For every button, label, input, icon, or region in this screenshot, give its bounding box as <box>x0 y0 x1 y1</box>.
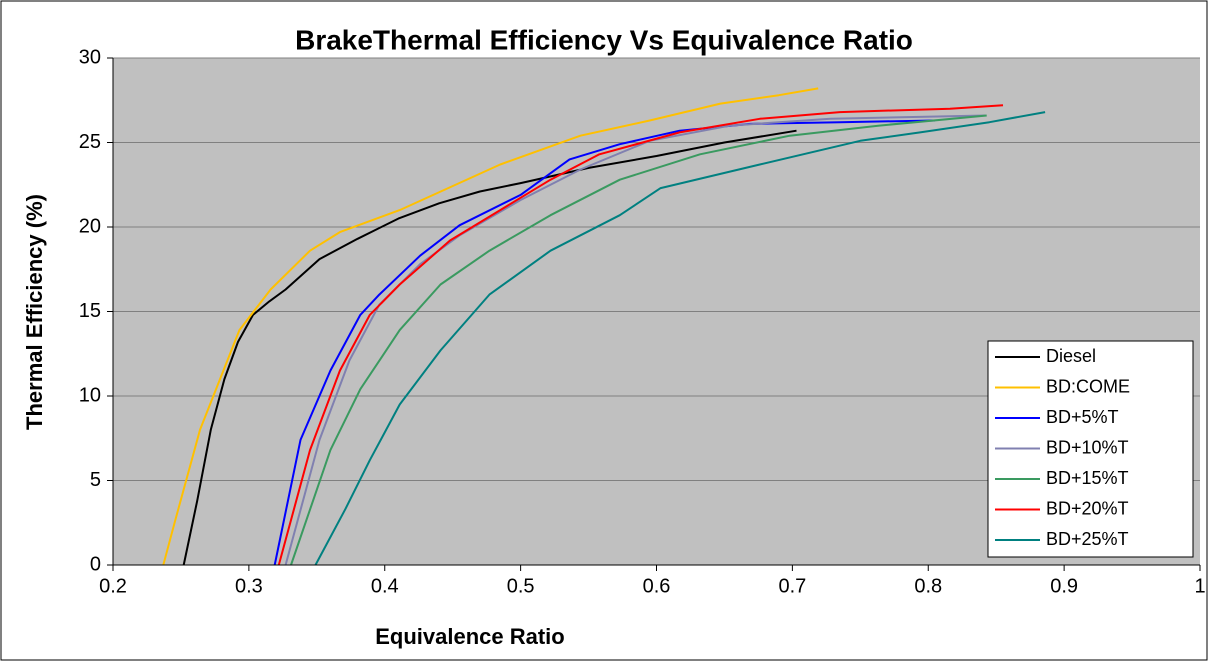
legend-label: BD+5%T <box>1046 407 1119 427</box>
y-axis-label: Thermal Efficiency (%) <box>22 194 47 430</box>
series-line <box>290 114 987 566</box>
x-tick-label: 0.8 <box>914 575 942 597</box>
x-tick-label: 0.9 <box>1050 575 1078 597</box>
x-tick-label: 0.3 <box>235 575 263 597</box>
lines <box>162 87 1046 566</box>
series-line <box>277 104 1004 566</box>
x-tick-label: 0.7 <box>778 575 806 597</box>
legend-label: BD:COME <box>1046 376 1130 396</box>
legend-label: BD+10%T <box>1046 437 1129 457</box>
y-tick-label: 20 <box>79 215 101 237</box>
x-tick-label: 0.5 <box>507 575 535 597</box>
legend-items: Diesel BD:COME BD+5%T BD+10%T BD+15%T BD+20%T… <box>995 346 1130 549</box>
y-tick-label: 25 <box>79 131 101 153</box>
y-tick-label: 15 <box>79 300 101 322</box>
legend-label: BD+25%T <box>1046 529 1129 549</box>
x-axis-label: Equivalence Ratio <box>375 624 565 649</box>
y-tick-label: 0 <box>90 553 101 575</box>
legend-label: Diesel <box>1046 346 1096 366</box>
y-tick-label: 30 <box>79 46 101 68</box>
series-line <box>182 129 797 566</box>
x-tick-label: 0.4 <box>371 575 399 597</box>
series-line <box>314 111 1046 566</box>
legend-label: BD+15%T <box>1046 468 1129 488</box>
x-tick-label: 1 <box>1194 575 1205 597</box>
x-tick-label: 0.6 <box>643 575 671 597</box>
series-line <box>162 87 819 566</box>
y-tick-label: 5 <box>90 469 101 491</box>
chart-title: BrakeThermal Efficiency Vs Equivalence R… <box>295 24 913 55</box>
x-tick-label: 0.2 <box>99 575 127 597</box>
legend-label: BD+20%T <box>1046 498 1129 518</box>
y-tick-label: 10 <box>79 384 101 406</box>
series-line <box>284 114 986 566</box>
